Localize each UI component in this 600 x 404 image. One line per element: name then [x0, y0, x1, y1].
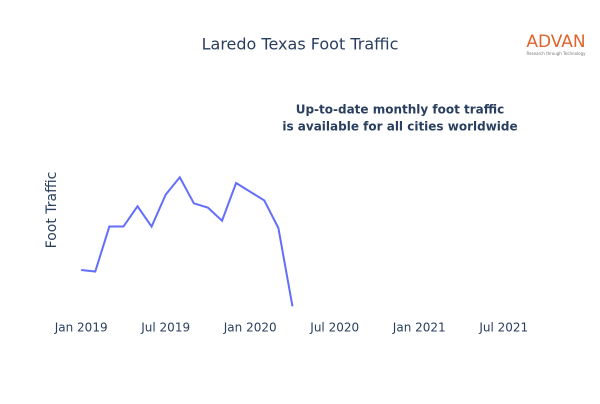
x-tick-label: Jul 2020 [309, 321, 359, 335]
y-axis-label: Foot Traffic [44, 172, 60, 249]
x-tick-label: Jan 2020 [223, 321, 277, 335]
x-tick-label: Jul 2021 [478, 321, 528, 335]
chart-title: Laredo Texas Foot Traffic [202, 35, 399, 54]
logo: ADVAN [526, 32, 585, 52]
annotation: Up-to-date monthly foot traffic [296, 103, 505, 117]
x-tick-label: Jan 2021 [392, 321, 446, 335]
line [81, 175, 294, 307]
x-tick-label: Jul 2019 [140, 321, 190, 335]
annotation: is available for all cities worldwide [282, 120, 517, 134]
logo-tagline: Research through Technology [526, 51, 586, 56]
x-tick-label: Jan 2019 [54, 321, 108, 335]
